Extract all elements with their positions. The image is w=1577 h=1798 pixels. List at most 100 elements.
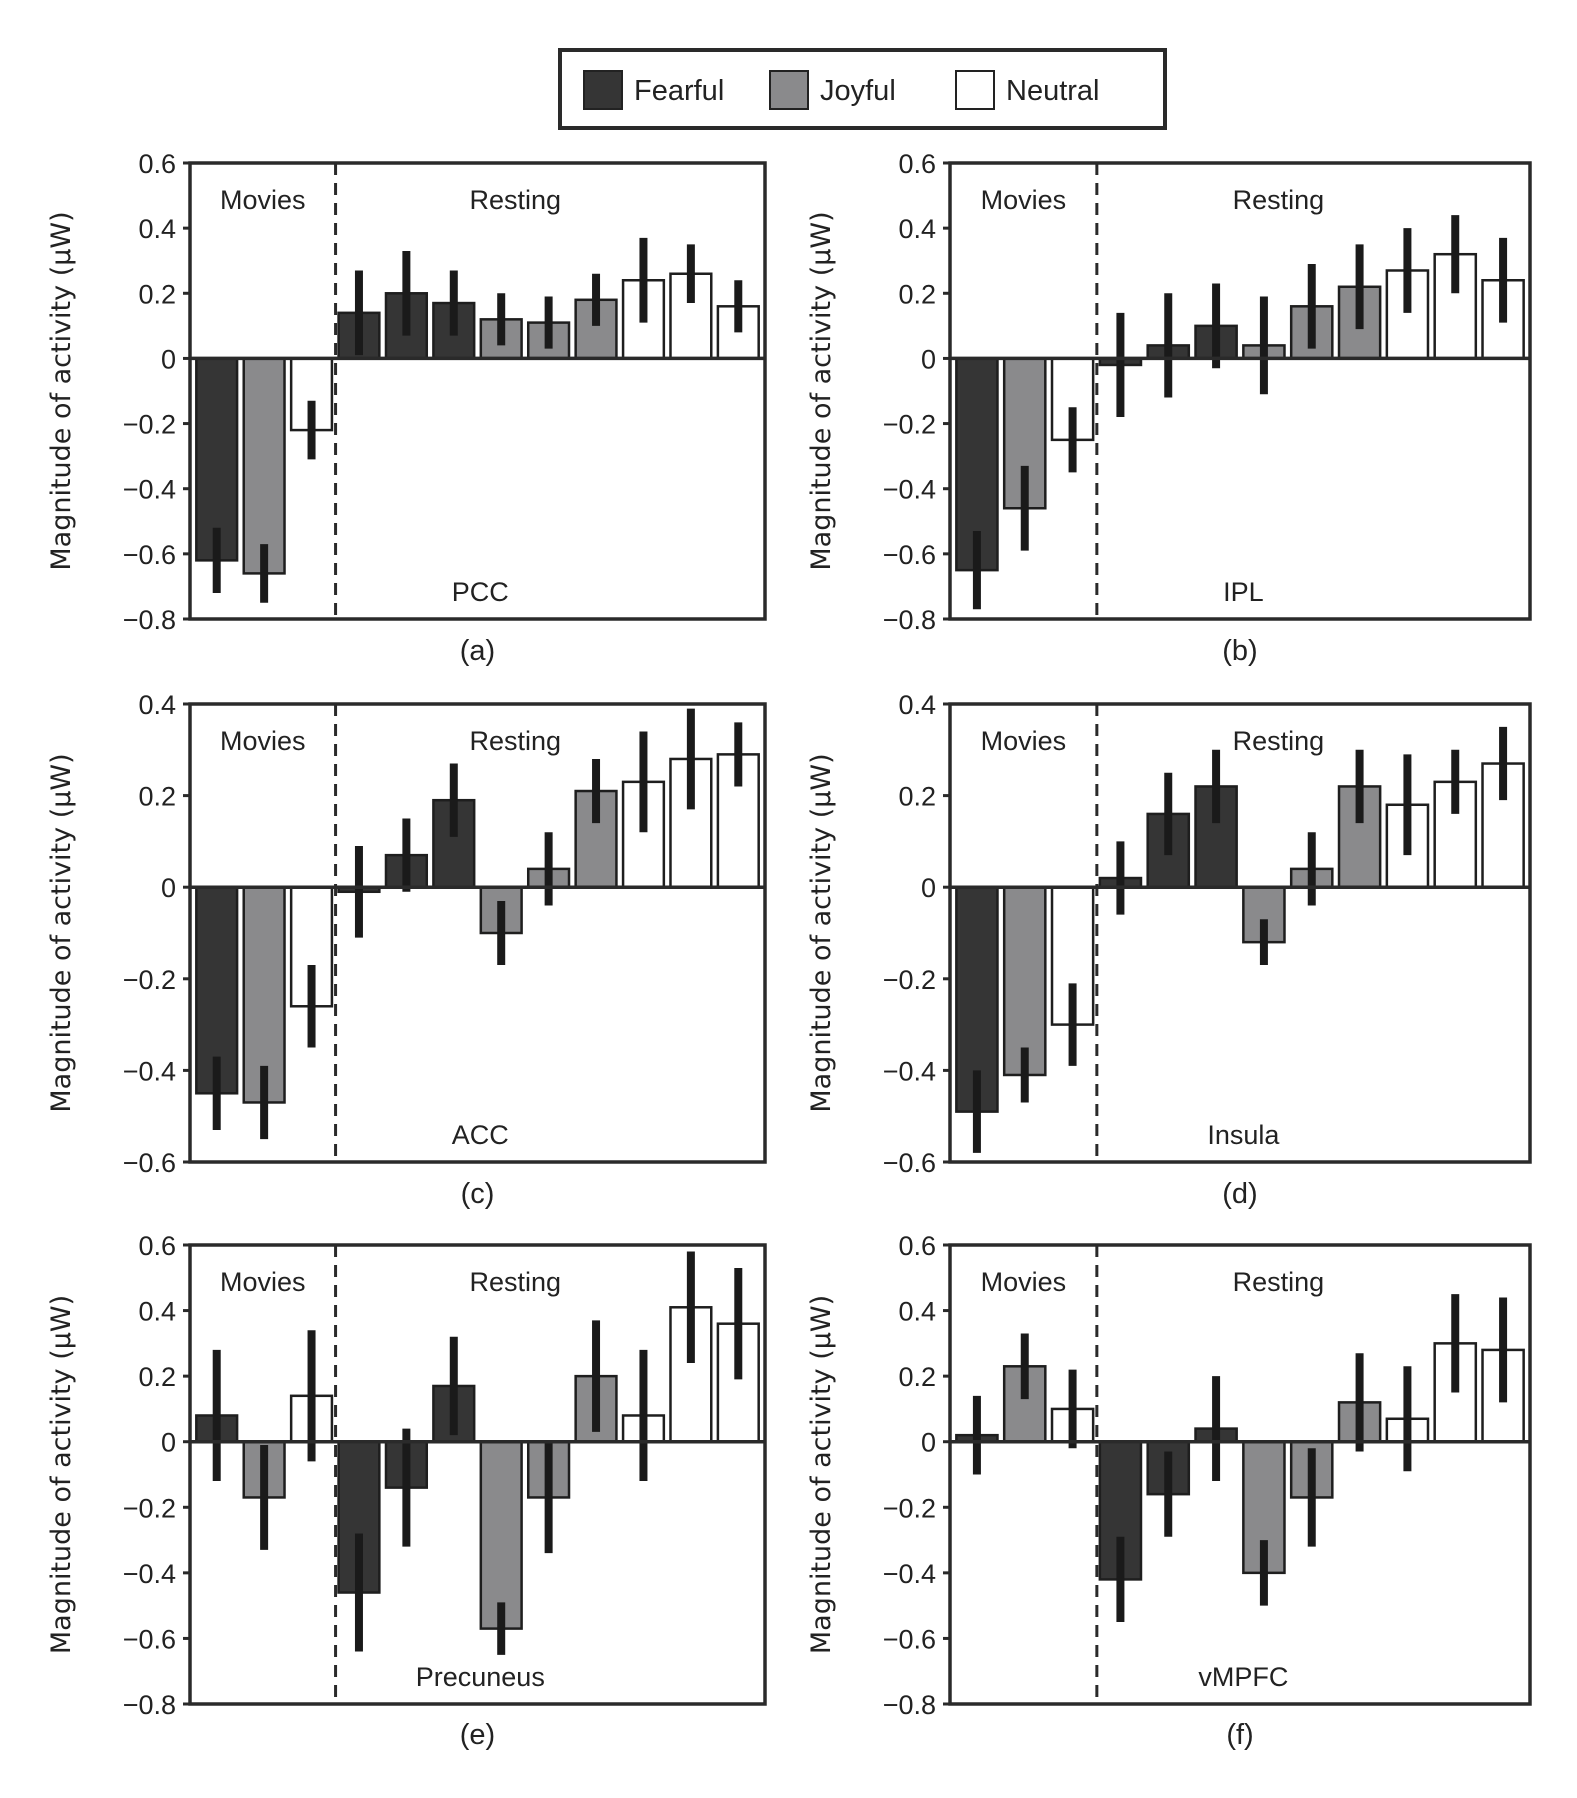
chart-panel-0: 0.6 0.4 0.2 0 −0.2 −0.4 −0.6 −0.8 Magnitude of a… — [46, 149, 767, 667]
y-axis-label: Magnitude of activity (μW) — [806, 211, 837, 570]
y-tick-label: −0.2 — [883, 1493, 936, 1523]
y-axis-label: Magnitude of activity (μW) — [46, 211, 77, 570]
section-label-resting: Resting — [1233, 1267, 1325, 1297]
y-tick-label: −0.6 — [883, 540, 936, 570]
legend-label-fearful: Fearful — [634, 75, 724, 107]
panel-letter: (a) — [460, 635, 495, 667]
plot-frame — [948, 161, 1532, 621]
bar-joyful — [1002, 885, 1047, 1077]
plot-frame — [188, 1243, 767, 1706]
y-axis-label: Magnitude of activity (μW) — [806, 753, 837, 1112]
legend-swatch-neutral — [955, 70, 995, 110]
y-tick-label: 0.2 — [138, 1362, 176, 1392]
y-tick-label: −0.4 — [123, 1056, 176, 1086]
y-tick-label: −0.2 — [123, 965, 176, 995]
chart-panel-1: 0.6 0.4 0.2 0 −0.2 −0.4 −0.6 −0.8 Magnitude of a… — [806, 149, 1532, 667]
bar-joyful — [479, 1440, 523, 1630]
y-tick-label: −0.4 — [883, 475, 936, 505]
y-tick-label: −0.6 — [883, 1624, 936, 1654]
y-tick-label: 0 — [921, 1428, 936, 1458]
y-tick-label: −0.4 — [123, 475, 176, 505]
legend-frame — [558, 48, 1167, 130]
chart-panel-2: 0.4 0.2 0 −0.2 −0.4 −0.6 Magnitude of activity… — [46, 690, 767, 1210]
legend-label-neutral: Neutral — [1006, 75, 1100, 107]
region-name: PCC — [452, 577, 509, 607]
y-tick-label: 0.4 — [138, 690, 176, 720]
y-tick-label: 0.6 — [138, 149, 176, 179]
plot-frame — [948, 702, 1532, 1164]
y-tick-label: 0.6 — [898, 1231, 936, 1261]
chart-panel-4: 0.6 0.4 0.2 0 −0.2 −0.4 −0.6 −0.8 Magnitude of a… — [46, 1231, 767, 1751]
y-tick-label: 0 — [161, 344, 176, 374]
y-axis-label: Magnitude of activity (μW) — [46, 753, 77, 1112]
y-tick-label: 0.2 — [138, 279, 176, 309]
chart-panel-5: 0.6 0.4 0.2 0 −0.2 −0.4 −0.6 −0.8 Magnitude of a… — [806, 1231, 1532, 1751]
region-name: vMPFC — [1198, 1662, 1288, 1692]
y-tick-label: 0.6 — [138, 1231, 176, 1261]
panel-letter: (d) — [1222, 1178, 1257, 1210]
y-tick-label: −0.4 — [883, 1056, 936, 1086]
section-label-resting: Resting — [470, 1267, 562, 1297]
legend-swatch-fearful — [583, 70, 623, 110]
y-tick-label: −0.6 — [123, 1624, 176, 1654]
y-tick-label: −0.4 — [883, 1559, 936, 1589]
plot-frame — [948, 1243, 1532, 1706]
y-tick-label: −0.2 — [883, 965, 936, 995]
y-tick-label: −0.2 — [123, 1493, 176, 1523]
y-tick-label: 0.4 — [138, 1297, 176, 1327]
section-label-movies: Movies — [220, 726, 306, 756]
y-tick-label: 0 — [921, 873, 936, 903]
y-tick-label: −0.6 — [883, 1148, 936, 1178]
region-name: ACC — [452, 1120, 509, 1150]
region-name: IPL — [1223, 577, 1264, 607]
y-tick-label: −0.6 — [123, 1148, 176, 1178]
y-tick-label: 0.4 — [898, 214, 936, 244]
bar-fearful — [955, 885, 999, 1113]
section-label-resting: Resting — [1233, 726, 1325, 756]
y-tick-label: 0.6 — [898, 149, 936, 179]
region-name: Precuneus — [416, 1662, 545, 1692]
panel-letter: (b) — [1222, 635, 1257, 667]
panel-letter: (e) — [460, 1719, 495, 1751]
y-tick-label: 0.2 — [898, 279, 936, 309]
section-label-resting: Resting — [470, 726, 562, 756]
bar-joyful — [242, 357, 286, 575]
legend-label-joyful: Joyful — [820, 75, 896, 107]
section-label-movies: Movies — [981, 726, 1067, 756]
y-tick-label: 0 — [921, 344, 936, 374]
y-tick-label: 0.4 — [898, 690, 936, 720]
section-label-movies: Movies — [220, 185, 306, 215]
section-label-movies: Movies — [981, 185, 1067, 215]
y-tick-label: 0.2 — [898, 782, 936, 812]
y-tick-label: −0.8 — [883, 605, 936, 635]
panel-letter: (c) — [461, 1178, 495, 1210]
y-tick-label: 0 — [161, 873, 176, 903]
region-name: Insula — [1207, 1120, 1280, 1150]
y-tick-label: 0.2 — [138, 782, 176, 812]
y-axis-label: Magnitude of activity (μW) — [46, 1295, 77, 1654]
chart-panel-3: 0.4 0.2 0 −0.2 −0.4 −0.6 Magnitude of activity… — [806, 690, 1532, 1210]
plot-frame — [188, 161, 767, 621]
section-label-resting: Resting — [1233, 185, 1325, 215]
plot-frame — [188, 702, 767, 1164]
y-tick-label: 0 — [161, 1428, 176, 1458]
y-tick-label: −0.2 — [123, 410, 176, 440]
y-tick-label: −0.8 — [883, 1690, 936, 1720]
legend-swatch-joyful — [769, 70, 809, 110]
section-label-movies: Movies — [220, 1267, 306, 1297]
y-tick-label: −0.2 — [883, 410, 936, 440]
legend: Fearful Joyful Neutral — [558, 48, 1167, 130]
panels: 0.6 0.4 0.2 0 −0.2 −0.4 −0.6 −0.8 Magnitude of a… — [46, 149, 1532, 1751]
y-tick-label: 0.2 — [898, 1362, 936, 1392]
y-tick-label: −0.4 — [123, 1559, 176, 1589]
y-tick-label: −0.8 — [123, 605, 176, 635]
y-tick-label: 0.4 — [898, 1297, 936, 1327]
y-tick-label: 0.4 — [138, 214, 176, 244]
section-label-movies: Movies — [981, 1267, 1067, 1297]
section-label-resting: Resting — [470, 185, 562, 215]
panel-letter: (f) — [1226, 1719, 1253, 1751]
y-axis-label: Magnitude of activity (μW) — [806, 1295, 837, 1654]
y-tick-label: −0.6 — [123, 540, 176, 570]
y-tick-label: −0.8 — [123, 1690, 176, 1720]
